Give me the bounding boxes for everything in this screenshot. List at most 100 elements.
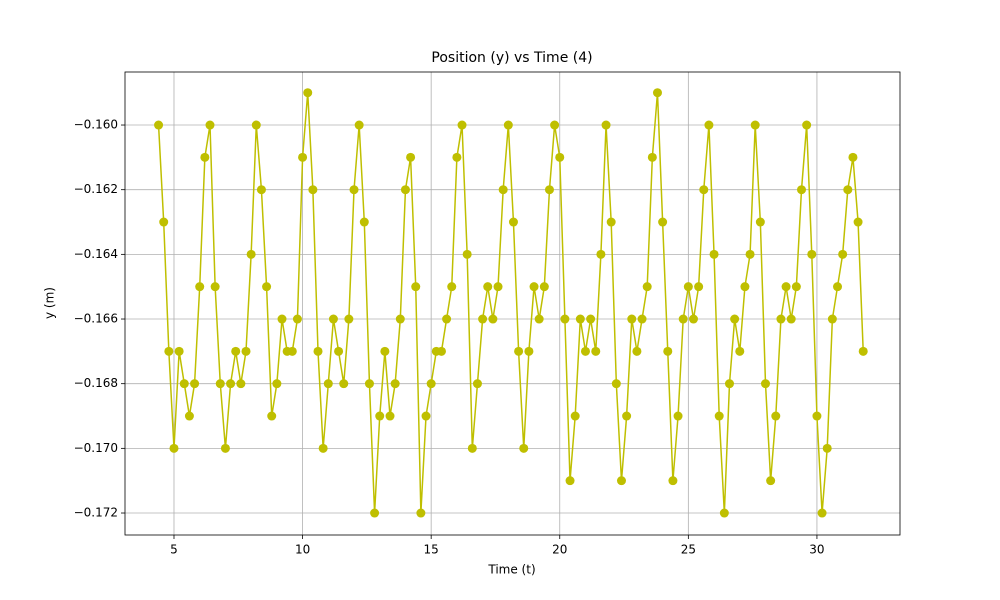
data-point: [848, 152, 858, 162]
data-point: [226, 379, 236, 389]
data-point: [220, 443, 230, 453]
data-point: [673, 411, 683, 421]
data-point: [622, 411, 632, 421]
data-point: [858, 346, 868, 356]
data-point: [652, 88, 662, 98]
data-point: [812, 411, 822, 421]
data-point: [292, 314, 302, 324]
data-point: [349, 185, 359, 195]
plot-area: [154, 88, 868, 518]
data-point: [709, 249, 719, 259]
data-point: [704, 120, 714, 130]
data-point: [658, 217, 668, 227]
data-point: [411, 282, 421, 292]
y-tick-label: −0.170: [74, 441, 118, 455]
data-point: [802, 120, 812, 130]
data-point: [179, 379, 189, 389]
data-point: [488, 314, 498, 324]
data-point: [323, 379, 333, 389]
y-tick-label: −0.160: [74, 118, 118, 132]
data-point: [159, 217, 169, 227]
data-point: [370, 508, 380, 518]
data-point: [154, 120, 164, 130]
data-point: [786, 314, 796, 324]
data-point: [256, 185, 266, 195]
data-point: [838, 249, 848, 259]
x-tick-label: 30: [809, 543, 824, 557]
data-point: [442, 314, 452, 324]
data-point: [560, 314, 570, 324]
data-point: [514, 346, 524, 356]
data-point: [766, 476, 776, 486]
data-point: [724, 379, 734, 389]
data-point: [421, 411, 431, 421]
data-point: [277, 314, 287, 324]
data-point: [771, 411, 781, 421]
data-point: [714, 411, 724, 421]
data-point: [313, 346, 323, 356]
y-tick-label: −0.168: [74, 376, 118, 390]
data-point: [678, 314, 688, 324]
data-point: [205, 120, 215, 130]
data-point: [647, 152, 657, 162]
data-point: [586, 314, 596, 324]
data-point: [606, 217, 616, 227]
data-point: [483, 282, 493, 292]
data-point: [637, 314, 647, 324]
data-point: [616, 476, 626, 486]
data-point: [164, 346, 174, 356]
data-point: [575, 314, 585, 324]
data-point: [272, 379, 282, 389]
data-point: [498, 185, 508, 195]
data-point: [457, 120, 467, 130]
data-point: [478, 314, 488, 324]
data-point: [262, 282, 272, 292]
data-point: [539, 282, 549, 292]
data-point: [190, 379, 200, 389]
data-point: [426, 379, 436, 389]
data-line: [157, 92, 864, 514]
data-point: [524, 346, 534, 356]
data-point: [580, 346, 590, 356]
chart-title: Position (y) vs Time (4): [431, 50, 592, 66]
x-tick-label: 15: [424, 543, 439, 557]
data-point: [730, 314, 740, 324]
data-point: [519, 443, 529, 453]
data-point: [184, 411, 194, 421]
data-point: [344, 314, 354, 324]
data-point: [534, 314, 544, 324]
data-point: [817, 508, 827, 518]
data-point: [328, 314, 338, 324]
data-point: [375, 411, 385, 421]
y-axis-label: y (m): [43, 287, 57, 319]
data-point: [416, 508, 426, 518]
data-point: [462, 249, 472, 259]
data-point: [760, 379, 770, 389]
data-point: [210, 282, 220, 292]
y-tick-label: −0.172: [74, 506, 118, 520]
data-point: [493, 282, 503, 292]
data-point: [740, 282, 750, 292]
data-point: [334, 346, 344, 356]
data-point: [390, 379, 400, 389]
data-point: [843, 185, 853, 195]
x-tick-label: 5: [170, 543, 178, 557]
data-point: [246, 249, 256, 259]
data-point: [508, 217, 518, 227]
x-tick-label: 10: [295, 543, 310, 557]
data-point: [364, 379, 374, 389]
data-point: [472, 379, 482, 389]
data-point: [395, 314, 405, 324]
y-tick-label: −0.162: [74, 182, 118, 196]
data-point: [380, 346, 390, 356]
data-point: [596, 249, 606, 259]
data-point: [591, 346, 601, 356]
data-point: [267, 411, 277, 421]
data-point: [169, 443, 179, 453]
data-point: [776, 314, 786, 324]
data-point: [339, 379, 349, 389]
y-tick-label: −0.166: [74, 312, 118, 326]
data-point: [529, 282, 539, 292]
